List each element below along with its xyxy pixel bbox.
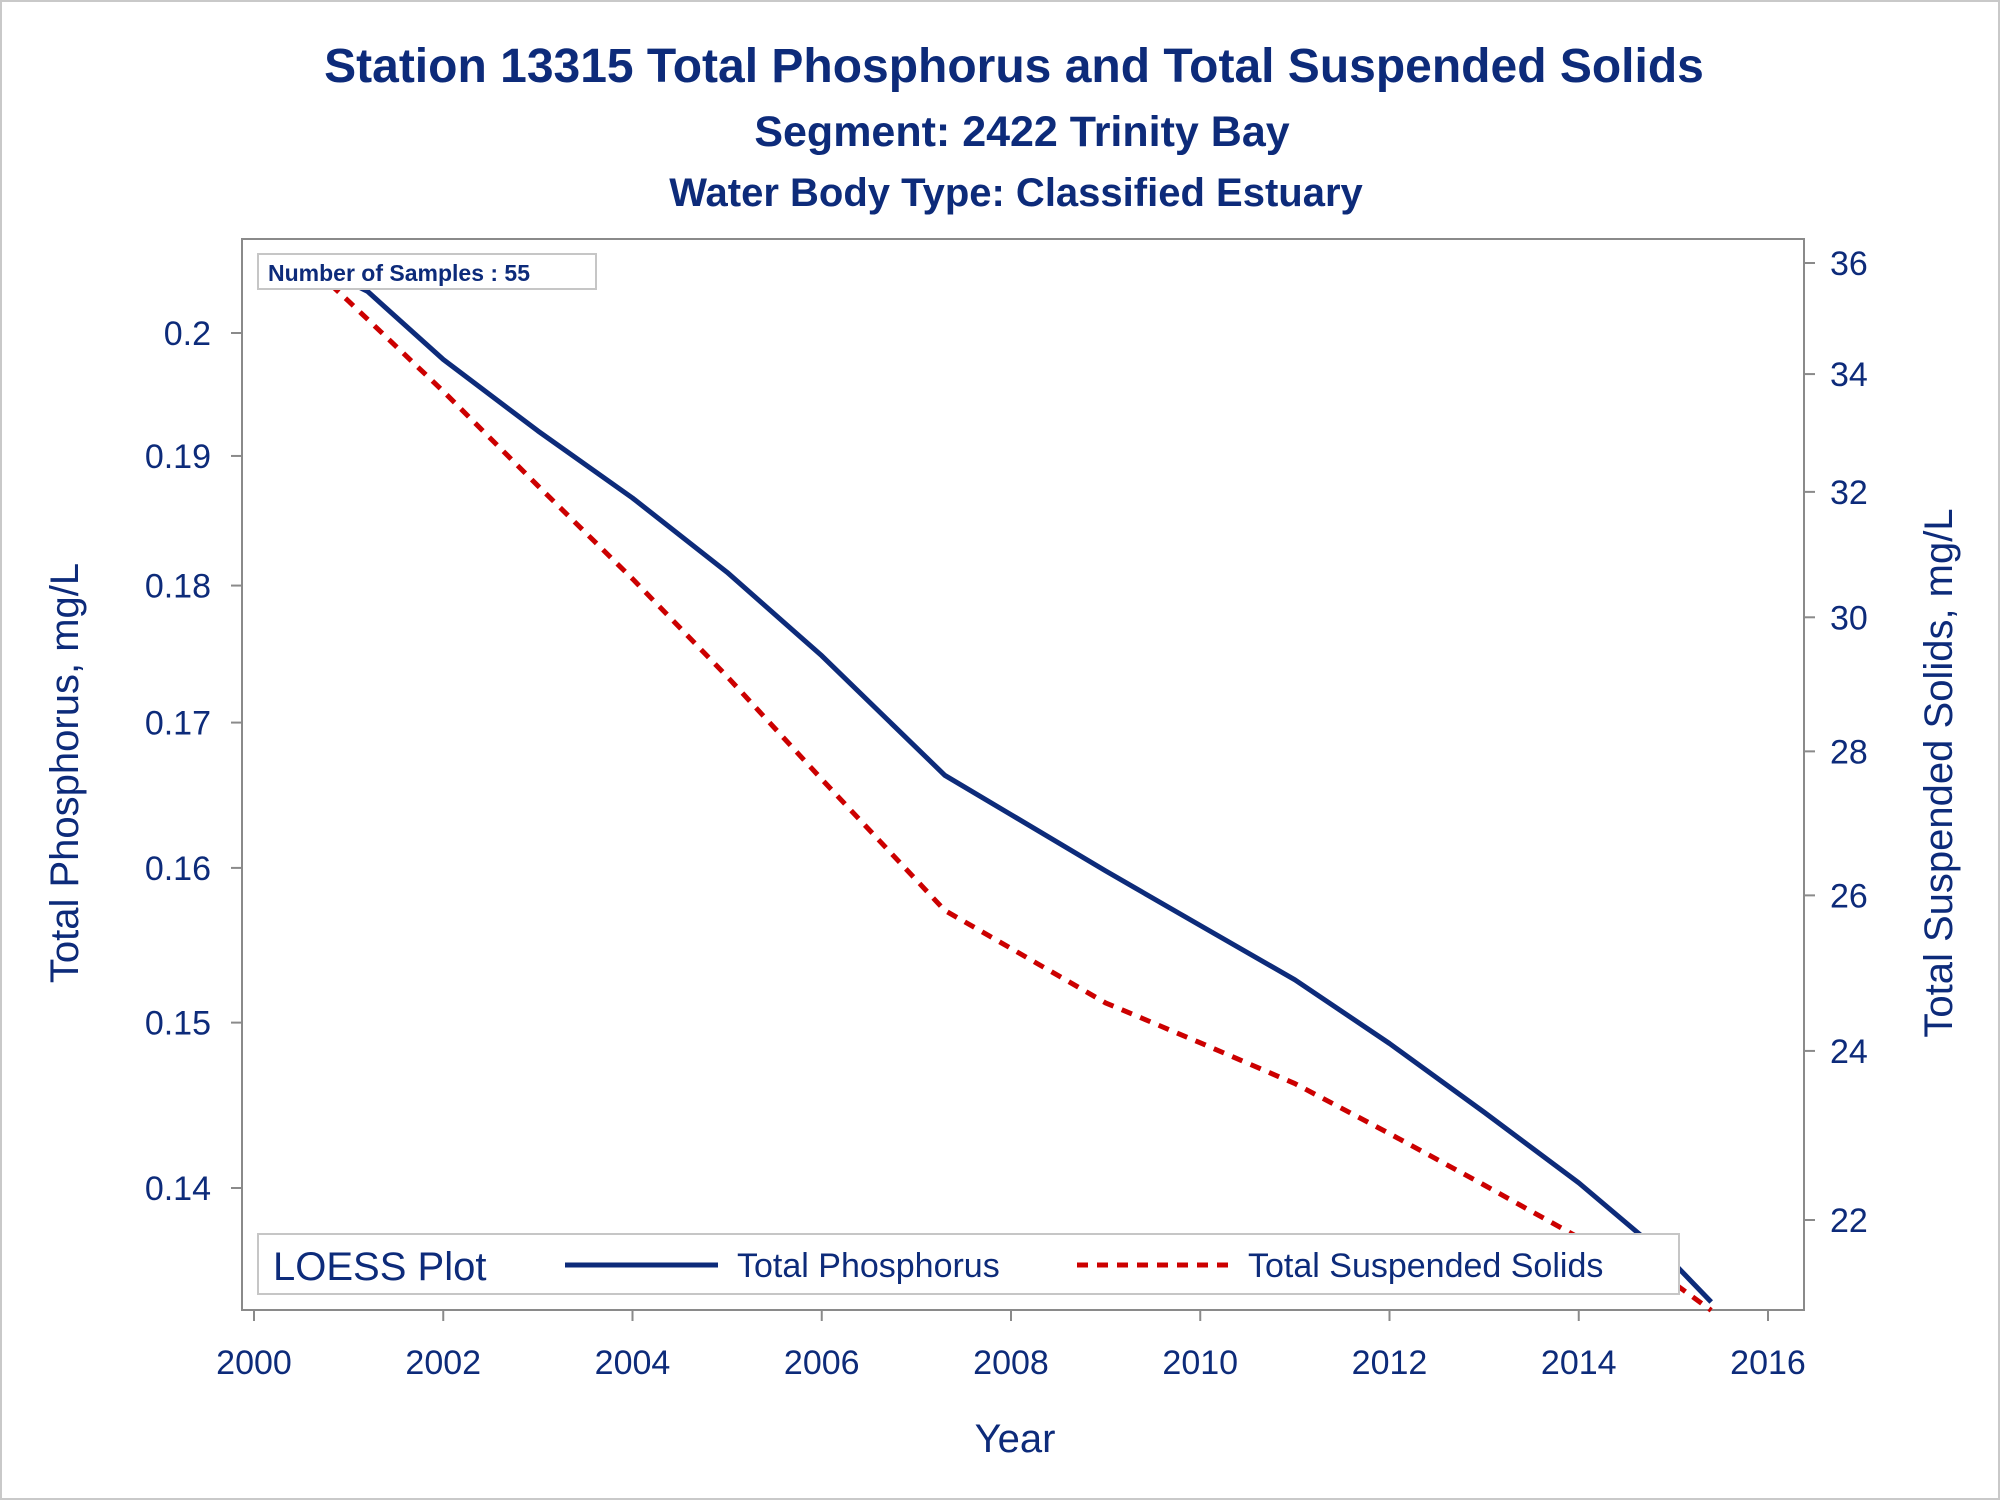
- y-right-tick-label: 26: [1830, 877, 1868, 915]
- series-lines: [299, 255, 1713, 1313]
- y-right-tick-label: 30: [1830, 599, 1868, 637]
- y-right-tick-label: 34: [1830, 356, 1868, 394]
- chart-subtitle-waterbody: Water Body Type: Classified Estuary: [669, 171, 1363, 215]
- legend-title: LOESS Plot: [273, 1245, 486, 1289]
- y-axis-right: 36 34 32 30 28 26 24 22: [1804, 245, 1868, 1240]
- y-right-tick-label: 24: [1830, 1033, 1868, 1071]
- x-tick-label: 2012: [1352, 1344, 1428, 1382]
- x-tick-label: 2010: [1162, 1344, 1238, 1382]
- y-right-tick-label: 36: [1830, 245, 1868, 283]
- x-tick-label: 2004: [595, 1344, 671, 1382]
- y-right-tick-label: 32: [1830, 474, 1868, 512]
- x-tick-label: 2006: [784, 1344, 860, 1382]
- x-tick-label: 2002: [405, 1344, 481, 1382]
- y-left-tick-label: 0.14: [145, 1170, 211, 1208]
- sample-count-text: Number of Samples : 55: [268, 260, 530, 286]
- chart-subtitle-segment: Segment: 2422 Trinity Bay: [754, 108, 1289, 156]
- x-tick-label: 2016: [1730, 1344, 1806, 1382]
- y-left-tick-label: 0.17: [145, 705, 211, 743]
- y-axis-left: 0.2 0.19 0.18 0.17 0.16 0.15 0.14: [145, 315, 242, 1208]
- series-line-total-suspended-solids: [299, 255, 1713, 1313]
- legend-label-total-phosphorus: Total Phosphorus: [737, 1247, 1000, 1285]
- chart-title: Station 13315 Total Phosphorus and Total…: [324, 40, 1704, 93]
- x-tick-label: 2008: [973, 1344, 1049, 1382]
- x-axis-label: Year: [975, 1417, 1056, 1461]
- y-left-tick-label: 0.15: [145, 1005, 211, 1043]
- plot-area: [241, 238, 1805, 1311]
- y-axis-left-label: Total Phosphorus, mg/L: [43, 563, 87, 983]
- x-tick-label: 2000: [216, 1344, 292, 1382]
- y-axis-right-label: Total Suspended Solids, mg/L: [1917, 508, 1961, 1037]
- y-right-tick-label: 28: [1830, 733, 1868, 771]
- x-tick-label: 2014: [1541, 1344, 1617, 1382]
- legend-label-total-suspended-solids: Total Suspended Solids: [1248, 1247, 1603, 1285]
- y-left-tick-label: 0.2: [164, 315, 211, 353]
- sample-count-box: [257, 253, 597, 290]
- y-left-tick-label: 0.19: [145, 438, 211, 476]
- x-axis: 2000 2002 2004 2006 2008 2010 2012 2014 2016: [216, 1310, 1806, 1382]
- legend-box: [257, 1233, 1680, 1295]
- y-left-tick-label: 0.18: [145, 568, 211, 606]
- sample-count-inset: Number of Samples : 55: [257, 253, 597, 290]
- y-right-tick-label: 22: [1830, 1202, 1868, 1240]
- legend: LOESS Plot Total Phosphorus Total Suspen…: [257, 1233, 1680, 1295]
- series-line-total-phosphorus: [300, 256, 1713, 1304]
- y-left-tick-label: 0.16: [145, 850, 211, 888]
